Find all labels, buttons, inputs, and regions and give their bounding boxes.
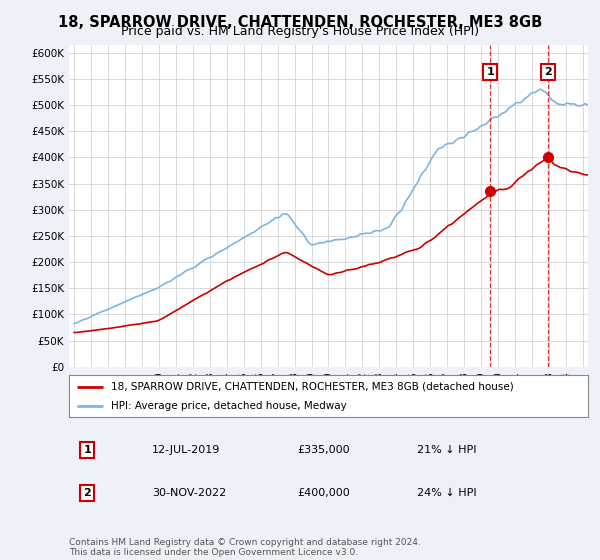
Text: £400,000: £400,000 bbox=[298, 488, 350, 498]
Text: 2: 2 bbox=[544, 67, 551, 77]
Text: £335,000: £335,000 bbox=[298, 445, 350, 455]
Text: HPI: Average price, detached house, Medway: HPI: Average price, detached house, Medw… bbox=[110, 401, 346, 411]
Text: 21% ↓ HPI: 21% ↓ HPI bbox=[417, 445, 476, 455]
Text: 1: 1 bbox=[83, 445, 91, 455]
Text: 18, SPARROW DRIVE, CHATTENDEN, ROCHESTER, ME3 8GB: 18, SPARROW DRIVE, CHATTENDEN, ROCHESTER… bbox=[58, 15, 542, 30]
Text: 12-JUL-2019: 12-JUL-2019 bbox=[152, 445, 220, 455]
Text: 2: 2 bbox=[83, 488, 91, 498]
Text: 30-NOV-2022: 30-NOV-2022 bbox=[152, 488, 226, 498]
Text: 1: 1 bbox=[486, 67, 494, 77]
Text: Price paid vs. HM Land Registry's House Price Index (HPI): Price paid vs. HM Land Registry's House … bbox=[121, 25, 479, 38]
Text: 18, SPARROW DRIVE, CHATTENDEN, ROCHESTER, ME3 8GB (detached house): 18, SPARROW DRIVE, CHATTENDEN, ROCHESTER… bbox=[110, 381, 513, 391]
Text: Contains HM Land Registry data © Crown copyright and database right 2024.
This d: Contains HM Land Registry data © Crown c… bbox=[69, 538, 421, 557]
Text: 24% ↓ HPI: 24% ↓ HPI bbox=[417, 488, 476, 498]
